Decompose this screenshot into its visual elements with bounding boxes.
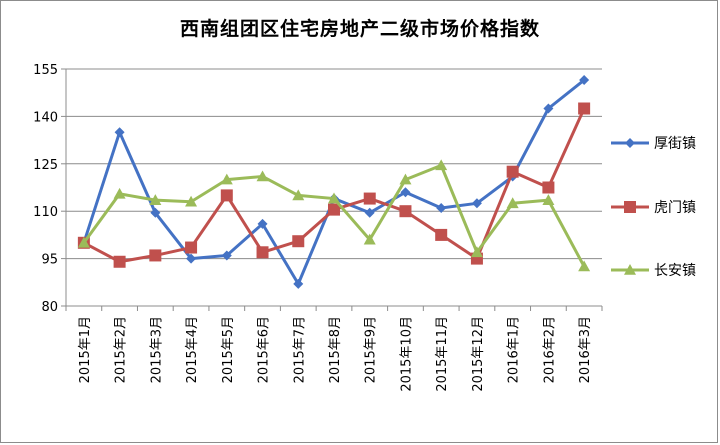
- x-tick-label: 2016年1月: [507, 316, 522, 383]
- legend-label: 长安镇: [654, 263, 696, 279]
- data-point: [364, 207, 375, 218]
- data-point: [578, 260, 591, 272]
- data-point: [436, 203, 447, 214]
- data-point: [543, 103, 554, 114]
- x-tick-label: 2015年10月: [399, 316, 414, 392]
- grid-lines: [66, 68, 602, 260]
- y-tick-label: 155: [33, 63, 58, 78]
- data-point: [471, 198, 482, 209]
- y-tick-label: 110: [33, 205, 58, 220]
- data-point: [400, 187, 411, 198]
- y-tick-label: 80: [41, 300, 58, 315]
- data-point: [149, 194, 162, 205]
- data-point: [256, 170, 269, 182]
- x-tick-label: 2015年7月: [292, 316, 307, 383]
- legend-marker: [625, 138, 635, 148]
- x-tick-label: 2015年3月: [149, 316, 164, 383]
- data-point: [363, 192, 376, 205]
- data-point: [542, 194, 555, 205]
- data-point: [578, 102, 591, 115]
- legend-label: 虎门镇: [654, 200, 696, 216]
- legend-marker: [624, 264, 636, 275]
- data-point: [542, 181, 555, 194]
- legend-marker: [624, 201, 636, 213]
- data-point: [113, 255, 126, 268]
- data-point: [399, 173, 412, 185]
- data-point: [506, 165, 519, 178]
- y-tick-label: 140: [33, 110, 58, 125]
- data-point: [221, 250, 232, 261]
- axes: [61, 68, 603, 311]
- y-tick-label: 95: [41, 253, 58, 268]
- data-point: [256, 246, 269, 259]
- x-tick-label: 2015年12月: [471, 316, 486, 392]
- data-point: [363, 233, 376, 245]
- x-tick-label: 2015年5月: [221, 316, 236, 383]
- x-tick-label: 2015年4月: [185, 316, 200, 383]
- data-point: [257, 218, 268, 229]
- x-tick-label: 2015年11月: [435, 316, 450, 392]
- data-point: [435, 159, 448, 171]
- data-point: [328, 192, 340, 204]
- data-point: [579, 75, 590, 86]
- x-tick-label: 2015年6月: [257, 316, 272, 383]
- data-point: [220, 173, 233, 185]
- data-point: [470, 246, 483, 258]
- x-tick-label: 2015年9月: [364, 316, 379, 383]
- data-point: [506, 197, 519, 209]
- data-point: [292, 235, 305, 248]
- data-point: [293, 278, 304, 289]
- data-point: [113, 187, 126, 199]
- x-tick-label: 2016年3月: [578, 316, 593, 383]
- data-point: [292, 189, 305, 201]
- x-tick-labels: 2015年1月 2015年2月 2015年3月 2015年4月 2015年5月 2015年…: [78, 316, 593, 392]
- x-tick-label: 2015年8月: [328, 316, 343, 383]
- data-point: [220, 189, 233, 202]
- data-point: [185, 195, 198, 207]
- data-point: [77, 236, 90, 248]
- data-point: [328, 203, 340, 216]
- data-point: [149, 249, 162, 262]
- data-point: [435, 228, 448, 241]
- data-point: [150, 207, 161, 218]
- y-tick-label: 125: [33, 158, 58, 173]
- x-tick-label: 2016年2月: [542, 316, 557, 383]
- data-point: [186, 253, 197, 264]
- x-tick-label: 2015年1月: [78, 316, 93, 383]
- series-group: [77, 75, 591, 289]
- y-tick-labels: 80 95 110 125 140 155: [33, 63, 58, 315]
- chart-title: 西南组团区住宅房地产二级市场价格指数: [179, 18, 540, 40]
- legend-label: 厚街镇: [654, 136, 696, 152]
- data-point: [114, 127, 125, 138]
- x-tick-label: 2015年2月: [114, 316, 129, 383]
- data-point: [185, 241, 198, 254]
- data-point: [399, 205, 412, 218]
- series-line-2: [83, 107, 586, 264]
